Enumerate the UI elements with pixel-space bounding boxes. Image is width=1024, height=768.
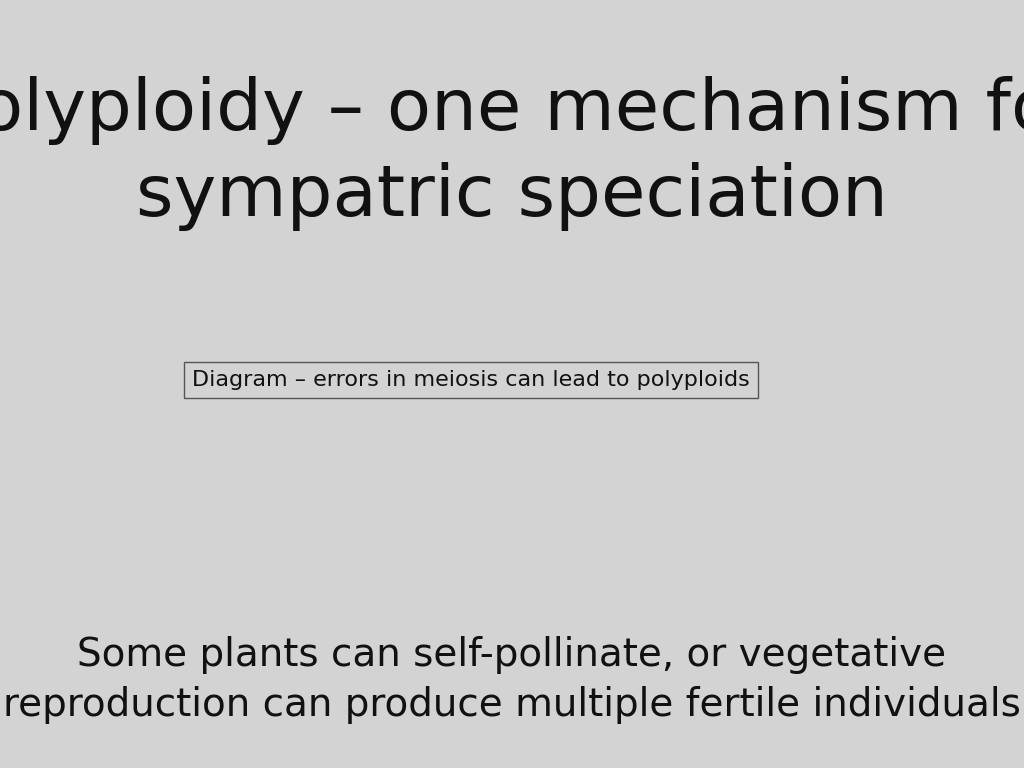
Text: Polyploidy – one mechanism for
sympatric speciation: Polyploidy – one mechanism for sympatric…	[0, 77, 1024, 230]
Text: Diagram – errors in meiosis can lead to polyploids: Diagram – errors in meiosis can lead to …	[193, 370, 750, 390]
Text: Some plants can self-pollinate, or vegetative
reproduction can produce multiple : Some plants can self-pollinate, or veget…	[3, 636, 1021, 723]
